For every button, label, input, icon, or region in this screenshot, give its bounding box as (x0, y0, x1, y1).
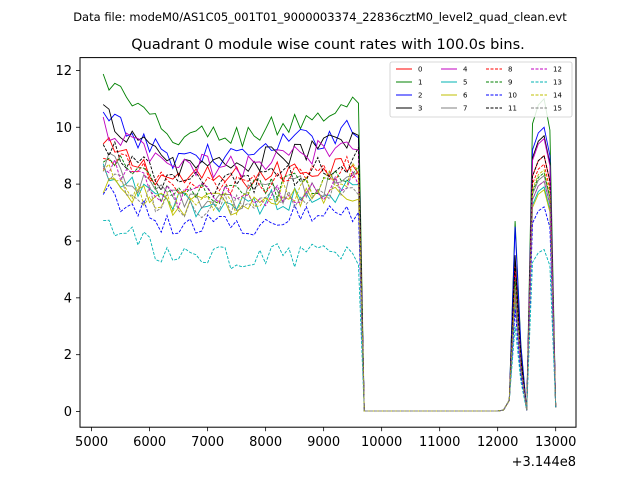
y-tick-label: 8 (64, 178, 72, 193)
legend-label-8: 8 (508, 66, 512, 74)
x-tick-label: 6000 (133, 435, 166, 450)
y-tick-label: 0 (64, 405, 72, 420)
legend-label-10: 10 (508, 92, 517, 100)
series-line-13 (103, 219, 557, 412)
y-tick-label: 6 (64, 234, 72, 249)
x-tick-label: 8000 (249, 435, 282, 450)
y-tick-label: 4 (64, 291, 72, 306)
series-line-15 (102, 165, 557, 412)
series-line-3 (102, 104, 557, 412)
y-tick-label: 12 (55, 64, 72, 79)
x-offset-label: +3.144e8 (512, 455, 576, 470)
x-tick-label: 13000 (535, 435, 576, 450)
x-tick-label: 5000 (75, 435, 108, 450)
x-tick-label: 10000 (361, 435, 402, 450)
legend-label-3: 3 (418, 105, 422, 113)
legend-label-11: 11 (508, 105, 517, 113)
legend-label-12: 12 (553, 66, 562, 74)
legend-label-13: 13 (553, 79, 562, 87)
legend-label-14: 14 (553, 92, 562, 100)
x-axis: 5000 6000 7000 8000 9000 10000 11000 12000 13000 (75, 427, 576, 450)
y-tick-label: 2 (64, 348, 72, 363)
series-line-9 (102, 155, 557, 412)
legend-label-1: 1 (418, 79, 422, 87)
chart-subtitle: Data file: modeM0/AS1C05_001T01_90000033… (73, 10, 567, 24)
x-tick-label: 9000 (307, 435, 340, 450)
legend-label-5: 5 (463, 79, 467, 87)
legend-label-4: 4 (463, 66, 468, 74)
series-layer (102, 73, 557, 412)
series-line-1 (102, 73, 557, 412)
series-line-6 (102, 178, 557, 412)
x-tick-label: 11000 (419, 435, 460, 450)
x-tick-label: 12000 (477, 435, 518, 450)
legend-label-6: 6 (463, 92, 468, 100)
legend-label-15: 15 (553, 105, 562, 113)
series-line-11 (102, 140, 557, 412)
legend-label-2: 2 (418, 92, 422, 100)
plot-frame (79, 57, 577, 428)
x-tick-label: 7000 (191, 435, 224, 450)
series-line-4 (102, 116, 557, 412)
series-line-5 (102, 163, 557, 412)
y-axis: 0 2 4 6 8 10 12 (55, 64, 80, 420)
legend-label-9: 9 (508, 79, 512, 87)
legend-label-0: 0 (418, 66, 422, 74)
chart-title: Quadrant 0 module wise count rates with … (131, 37, 525, 53)
legend-label-7: 7 (463, 105, 467, 113)
y-tick-label: 10 (55, 121, 72, 136)
series-line-10 (102, 184, 557, 412)
series-line-14 (102, 162, 557, 412)
legend-box (389, 61, 573, 118)
